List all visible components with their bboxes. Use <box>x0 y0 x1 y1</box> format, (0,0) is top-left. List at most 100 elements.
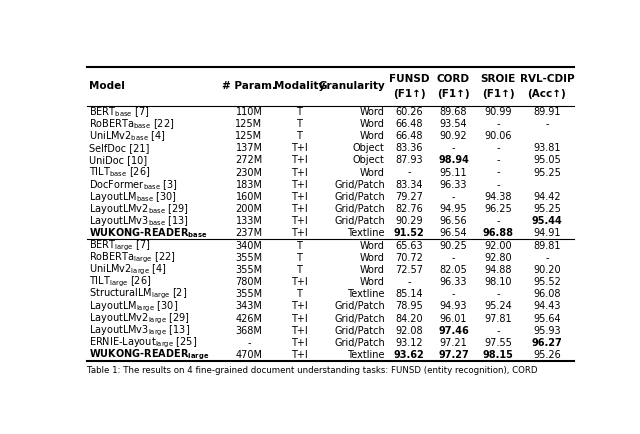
Text: 340M: 340M <box>236 240 262 250</box>
Text: 85.14: 85.14 <box>396 289 423 299</box>
Text: T+I: T+I <box>291 155 308 165</box>
Text: T+I: T+I <box>291 204 308 214</box>
Text: 98.15: 98.15 <box>483 350 513 360</box>
Text: 94.42: 94.42 <box>533 192 561 202</box>
Text: 89.81: 89.81 <box>533 240 561 250</box>
Text: WUKONG-READER$_\mathregular{base}$: WUKONG-READER$_\mathregular{base}$ <box>90 227 208 240</box>
Text: 94.38: 94.38 <box>484 192 512 202</box>
Text: Word: Word <box>360 107 385 117</box>
Text: T: T <box>296 253 302 263</box>
Text: BERT$_\mathregular{large}$ [7]: BERT$_\mathregular{large}$ [7] <box>90 238 151 253</box>
Text: 95.24: 95.24 <box>484 302 512 312</box>
Text: Textline: Textline <box>348 289 385 299</box>
Text: 110M: 110M <box>236 107 262 117</box>
Text: Grid/Patch: Grid/Patch <box>334 302 385 312</box>
Text: 97.81: 97.81 <box>484 314 512 324</box>
Text: TILT$_\mathregular{large}$ [26]: TILT$_\mathregular{large}$ [26] <box>90 275 152 289</box>
Text: 98.94: 98.94 <box>438 155 469 165</box>
Text: 95.93: 95.93 <box>533 326 561 336</box>
Text: 343M: 343M <box>236 302 262 312</box>
Text: 83.34: 83.34 <box>396 180 423 190</box>
Text: 60.26: 60.26 <box>396 107 423 117</box>
Text: Model: Model <box>90 81 125 91</box>
Text: -: - <box>496 168 500 178</box>
Text: 95.25: 95.25 <box>533 204 561 214</box>
Text: Word: Word <box>360 131 385 141</box>
Text: 92.80: 92.80 <box>484 253 512 263</box>
Text: LayoutLMv3$_\mathregular{large}$ [13]: LayoutLMv3$_\mathregular{large}$ [13] <box>90 324 191 338</box>
Text: -: - <box>452 289 455 299</box>
Text: 470M: 470M <box>236 350 262 360</box>
Text: LayoutLMv3$_\mathregular{base}$ [13]: LayoutLMv3$_\mathregular{base}$ [13] <box>90 214 189 228</box>
Text: 97.55: 97.55 <box>484 338 512 348</box>
Text: TILT$_\mathregular{base}$ [26]: TILT$_\mathregular{base}$ [26] <box>90 166 150 179</box>
Text: 96.25: 96.25 <box>484 204 512 214</box>
Text: 90.20: 90.20 <box>533 265 561 275</box>
Text: 82.05: 82.05 <box>440 265 467 275</box>
Text: 97.46: 97.46 <box>438 326 469 336</box>
Text: StructuralLM$_\mathregular{large}$ [2]: StructuralLM$_\mathregular{large}$ [2] <box>90 287 188 302</box>
Text: 96.33: 96.33 <box>440 277 467 287</box>
Text: T: T <box>296 107 302 117</box>
Text: Grid/Patch: Grid/Patch <box>334 192 385 202</box>
Text: 98.10: 98.10 <box>484 277 512 287</box>
Text: 355M: 355M <box>236 289 262 299</box>
Text: LayoutLM$_\mathregular{base}$ [30]: LayoutLM$_\mathregular{base}$ [30] <box>90 190 177 204</box>
Text: -: - <box>496 216 500 226</box>
Text: -: - <box>545 119 548 129</box>
Text: ERNIE-Layout$_\mathregular{large}$ [25]: ERNIE-Layout$_\mathregular{large}$ [25] <box>90 336 198 350</box>
Text: T+I: T+I <box>291 314 308 324</box>
Text: CORD: CORD <box>437 74 470 84</box>
Text: 96.33: 96.33 <box>440 180 467 190</box>
Text: 95.52: 95.52 <box>533 277 561 287</box>
Text: SROIE: SROIE <box>480 74 516 84</box>
Text: T: T <box>296 119 302 129</box>
Text: RoBERTa$_\mathregular{large}$ [22]: RoBERTa$_\mathregular{large}$ [22] <box>90 250 176 265</box>
Text: SelfDoc [21]: SelfDoc [21] <box>90 143 150 153</box>
Text: 95.11: 95.11 <box>440 168 467 178</box>
Text: 97.21: 97.21 <box>440 338 467 348</box>
Text: 96.54: 96.54 <box>440 228 467 238</box>
Text: 94.43: 94.43 <box>533 302 561 312</box>
Text: 95.44: 95.44 <box>531 216 562 226</box>
Text: 125M: 125M <box>236 119 262 129</box>
Text: (F1↑): (F1↑) <box>437 89 470 99</box>
Text: T+I: T+I <box>291 277 308 287</box>
Text: 368M: 368M <box>236 326 262 336</box>
Text: T: T <box>296 265 302 275</box>
Text: Object: Object <box>353 143 385 153</box>
Text: 87.93: 87.93 <box>396 155 423 165</box>
Text: 66.48: 66.48 <box>396 131 423 141</box>
Text: Word: Word <box>360 277 385 287</box>
Text: 160M: 160M <box>236 192 262 202</box>
Text: WUKONG-READER$_\mathregular{large}$: WUKONG-READER$_\mathregular{large}$ <box>90 348 210 362</box>
Text: Grid/Patch: Grid/Patch <box>334 326 385 336</box>
Text: 780M: 780M <box>236 277 262 287</box>
Text: 79.27: 79.27 <box>395 192 423 202</box>
Text: RVL-CDIP: RVL-CDIP <box>520 74 574 84</box>
Text: UniDoc [10]: UniDoc [10] <box>90 155 148 165</box>
Text: 96.08: 96.08 <box>533 289 561 299</box>
Text: 90.06: 90.06 <box>484 131 512 141</box>
Text: -: - <box>496 143 500 153</box>
Text: RoBERTa$_\mathregular{base}$ [22]: RoBERTa$_\mathregular{base}$ [22] <box>90 117 175 131</box>
Text: LayoutLMv2$_\mathregular{large}$ [29]: LayoutLMv2$_\mathregular{large}$ [29] <box>90 311 191 326</box>
Text: T+I: T+I <box>291 216 308 226</box>
Text: 96.56: 96.56 <box>440 216 467 226</box>
Text: FUNSD: FUNSD <box>388 74 429 84</box>
Text: # Param.: # Param. <box>222 81 276 91</box>
Text: 355M: 355M <box>236 253 262 263</box>
Text: Grid/Patch: Grid/Patch <box>334 180 385 190</box>
Text: 95.26: 95.26 <box>533 350 561 360</box>
Text: 272M: 272M <box>236 155 262 165</box>
Text: Table 1: The results on 4 fine-grained document understanding tasks: FUNSD (enti: Table 1: The results on 4 fine-grained d… <box>88 366 538 375</box>
Text: T: T <box>296 240 302 250</box>
Text: 97.27: 97.27 <box>438 350 469 360</box>
Text: 92.00: 92.00 <box>484 240 512 250</box>
Text: UniLMv2$_\mathregular{base}$ [4]: UniLMv2$_\mathregular{base}$ [4] <box>90 129 166 143</box>
Text: T+I: T+I <box>291 228 308 238</box>
Text: 96.88: 96.88 <box>483 228 513 238</box>
Text: LayoutLM$_\mathregular{large}$ [30]: LayoutLM$_\mathregular{large}$ [30] <box>90 299 179 314</box>
Text: Grid/Patch: Grid/Patch <box>334 204 385 214</box>
Text: 96.01: 96.01 <box>440 314 467 324</box>
